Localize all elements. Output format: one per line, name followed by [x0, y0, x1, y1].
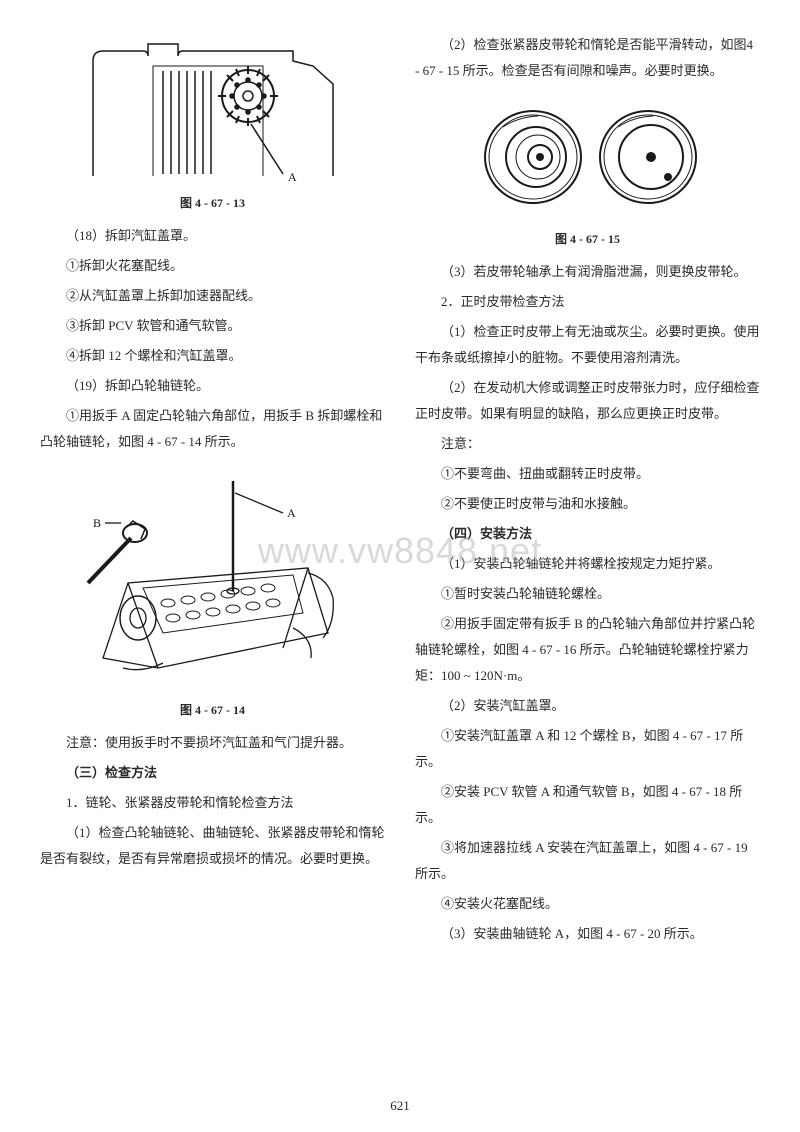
- paragraph: ②不要使正时皮带与油和水接触。: [415, 491, 760, 517]
- page-number: 621: [390, 1098, 410, 1114]
- paragraph: ②从汽缸盖罩上拆卸加速器配线。: [40, 283, 385, 309]
- figure-4-67-15: 图 4 - 67 - 15: [415, 92, 760, 247]
- paragraph: ①不要弯曲、扭曲或翻转正时皮带。: [415, 461, 760, 487]
- paragraph: 1．链轮、张紧器皮带轮和惰轮检查方法: [40, 790, 385, 816]
- paragraph: ①拆卸火花塞配线。: [40, 253, 385, 279]
- cylinder-head-diagram-icon: B A: [73, 463, 353, 693]
- label-b: B: [93, 516, 101, 530]
- section-heading: （三）检查方法: [40, 760, 385, 786]
- pulley-bearings-icon: [458, 92, 718, 222]
- figure-caption: 图 4 - 67 - 14: [40, 701, 385, 718]
- paragraph: ②用扳手固定带有扳手 B 的凸轮轴六角部位并拧紧凸轮轴链轮螺栓，如图 4 - 6…: [415, 611, 760, 689]
- label-a: A: [287, 506, 296, 520]
- paragraph: （2）安装汽缸盖罩。: [415, 693, 760, 719]
- paragraph: （18）拆卸汽缸盖罩。: [40, 223, 385, 249]
- paragraph: （19）拆卸凸轮轴链轮。: [40, 373, 385, 399]
- paragraph: ②安装 PCV 软管 A 和通气软管 B，如图 4 - 67 - 18 所示。: [415, 779, 760, 831]
- paragraph: （1）检查凸轮轴链轮、曲轴链轮、张紧器皮带轮和惰轮是否有裂纹，是否有异常磨损或损…: [40, 820, 385, 872]
- paragraph: ①暂时安装凸轮轴链轮螺栓。: [415, 581, 760, 607]
- paragraph: ④拆卸 12 个螺栓和汽缸盖罩。: [40, 343, 385, 369]
- paragraph: 2．正时皮带检查方法: [415, 289, 760, 315]
- paragraph: ③将加速器拉线 A 安装在汽缸盖罩上，如图 4 - 67 - 19 所示。: [415, 835, 760, 887]
- paragraph: ①用扳手 A 固定凸轮轴六角部位，用扳手 B 拆卸螺栓和凸轮轴链轮，如图 4 -…: [40, 403, 385, 455]
- paragraph: ④安装火花塞配线。: [415, 891, 760, 917]
- paragraph: ③拆卸 PCV 软管和通气软管。: [40, 313, 385, 339]
- left-column: A 图 4 - 67 - 13 （18）拆卸汽缸盖罩。 ①拆卸火花塞配线。 ②从…: [40, 30, 385, 1080]
- paragraph: （1）安装凸轮轴链轮并将螺栓按规定力矩拧紧。: [415, 551, 760, 577]
- right-column: （2）检查张紧器皮带轮和惰轮是否能平滑转动，如图4 - 67 - 15 所示。检…: [415, 30, 760, 1080]
- figure-4-67-13: A 图 4 - 67 - 13: [40, 36, 385, 211]
- figure-caption: 图 4 - 67 - 13: [40, 194, 385, 211]
- figure-4-67-14: B A 图 4 - 67 - 14: [40, 463, 385, 718]
- paragraph: （1）检查正时皮带上有无油或灰尘。必要时更换。使用干布条或纸擦掉小的脏物。不要使…: [415, 319, 760, 371]
- engine-timing-diagram-icon: A: [83, 36, 343, 186]
- paragraph: （3）若皮带轮轴承上有润滑脂泄漏，则更换皮带轮。: [415, 259, 760, 285]
- paragraph: ①安装汽缸盖罩 A 和 12 个螺栓 B，如图 4 - 67 - 17 所示。: [415, 723, 760, 775]
- paragraph: （2）检查张紧器皮带轮和惰轮是否能平滑转动，如图4 - 67 - 15 所示。检…: [415, 32, 760, 84]
- paragraph: （2）在发动机大修或调整正时皮带张力时，应仔细检查正时皮带。如果有明显的缺陷，那…: [415, 375, 760, 427]
- figure-caption: 图 4 - 67 - 15: [415, 230, 760, 247]
- paragraph: （3）安装曲轴链轮 A，如图 4 - 67 - 20 所示。: [415, 921, 760, 947]
- section-heading: （四）安装方法: [415, 521, 760, 547]
- label-a: A: [288, 170, 297, 184]
- paragraph: 注意：使用扳手时不要损坏汽缸盖和气门提升器。: [40, 730, 385, 756]
- page-content: A 图 4 - 67 - 13 （18）拆卸汽缸盖罩。 ①拆卸火花塞配线。 ②从…: [40, 30, 760, 1080]
- paragraph: 注意：: [415, 431, 760, 457]
